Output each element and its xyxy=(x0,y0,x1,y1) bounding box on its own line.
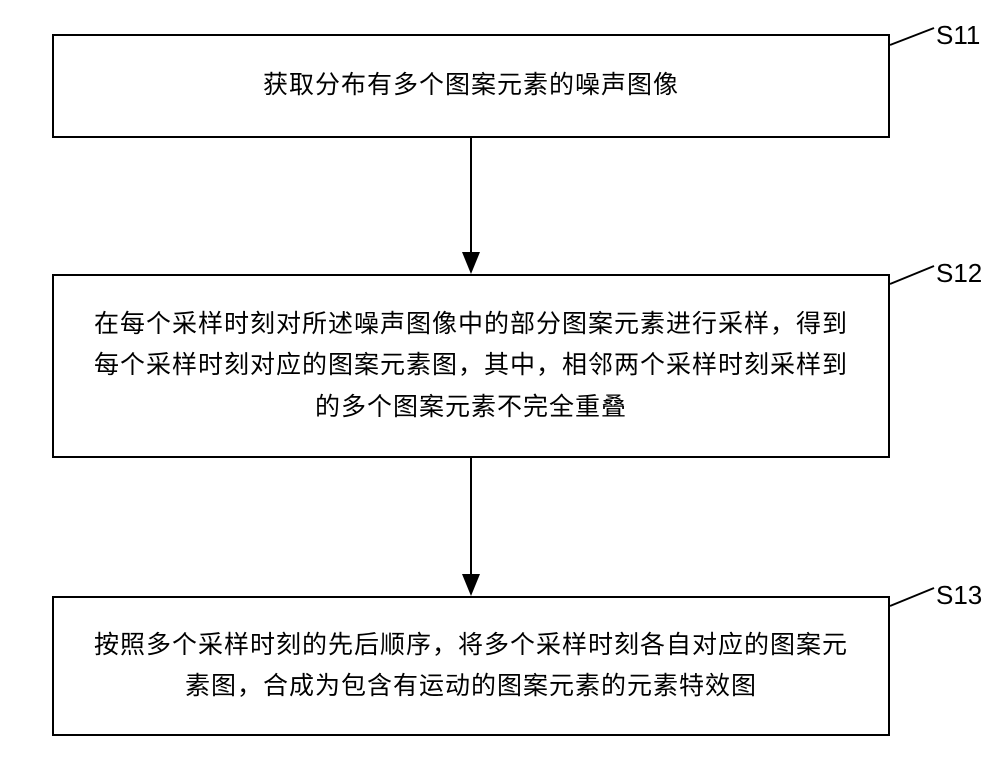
flow-arrow-2 xyxy=(0,0,1000,758)
